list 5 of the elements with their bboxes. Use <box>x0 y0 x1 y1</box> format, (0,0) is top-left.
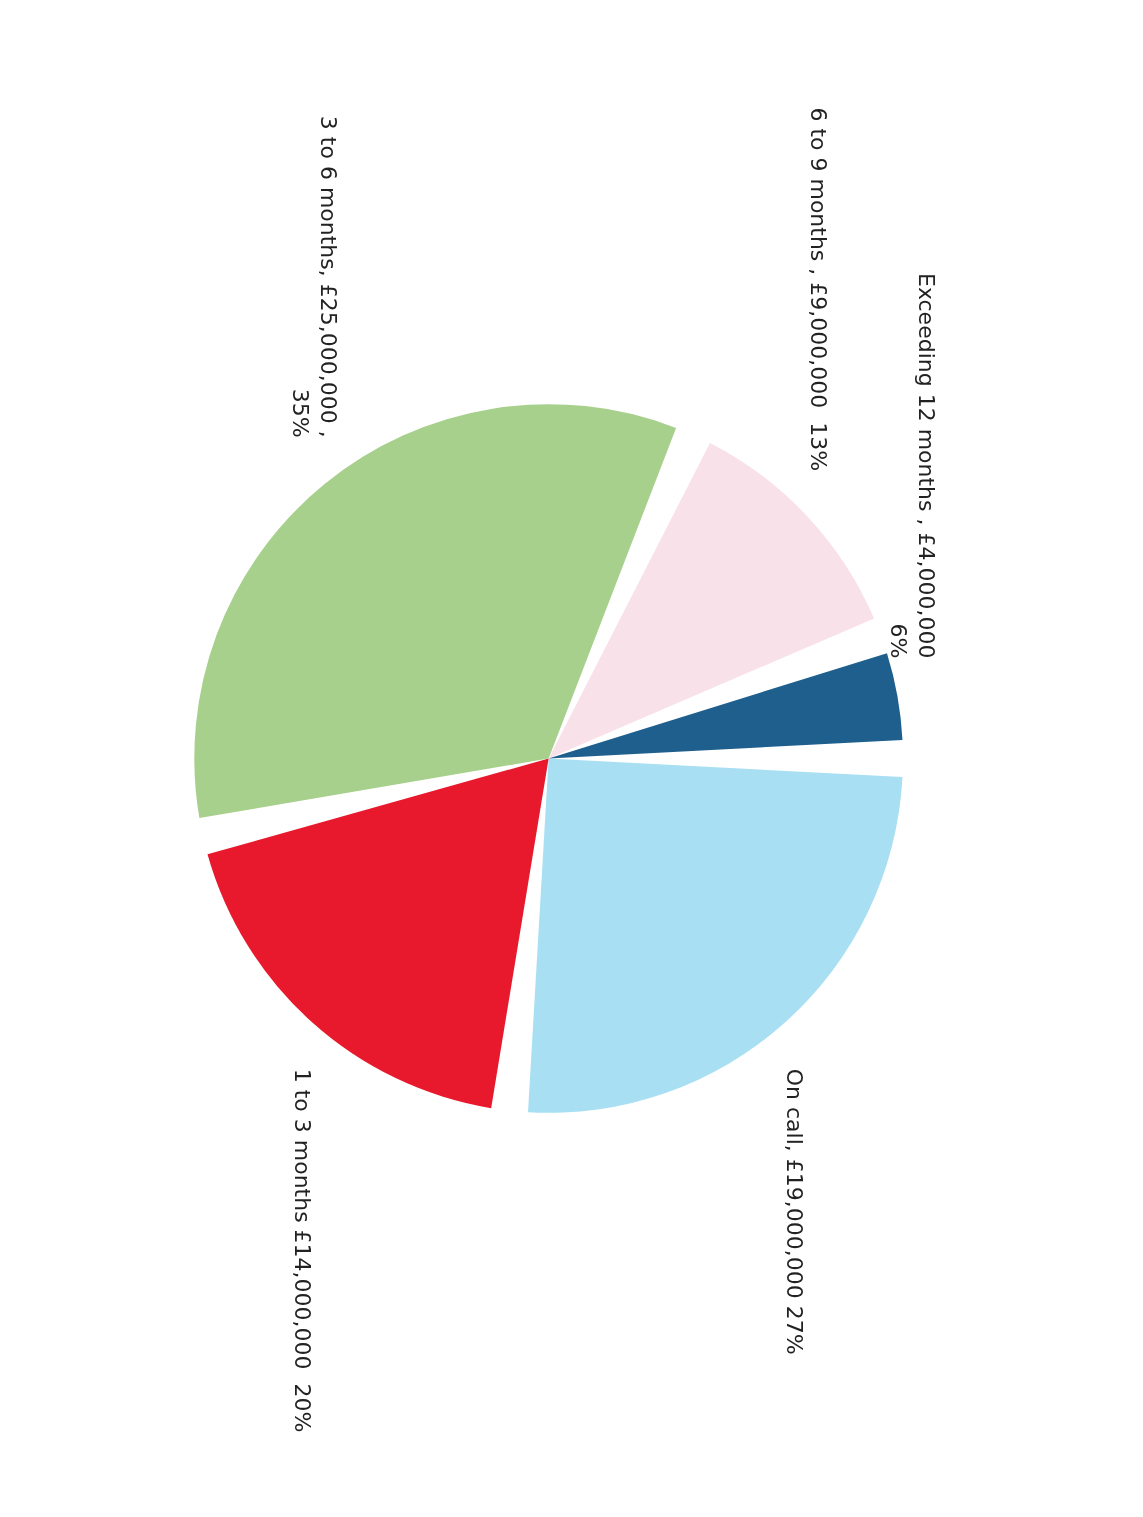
slice-label: Exceeding 12 months , £4,000,000 6% <box>885 272 939 659</box>
slice-label: On call, £19,000,000 27% <box>782 1068 808 1355</box>
slice-label: 6 to 9 months , £9,000,000 13% <box>805 107 831 472</box>
slice-label: 3 to 6 months, £25,000,000 , 35% <box>288 115 342 438</box>
slice-label: 1 to 3 months £14,000,000 20% <box>289 1068 315 1433</box>
